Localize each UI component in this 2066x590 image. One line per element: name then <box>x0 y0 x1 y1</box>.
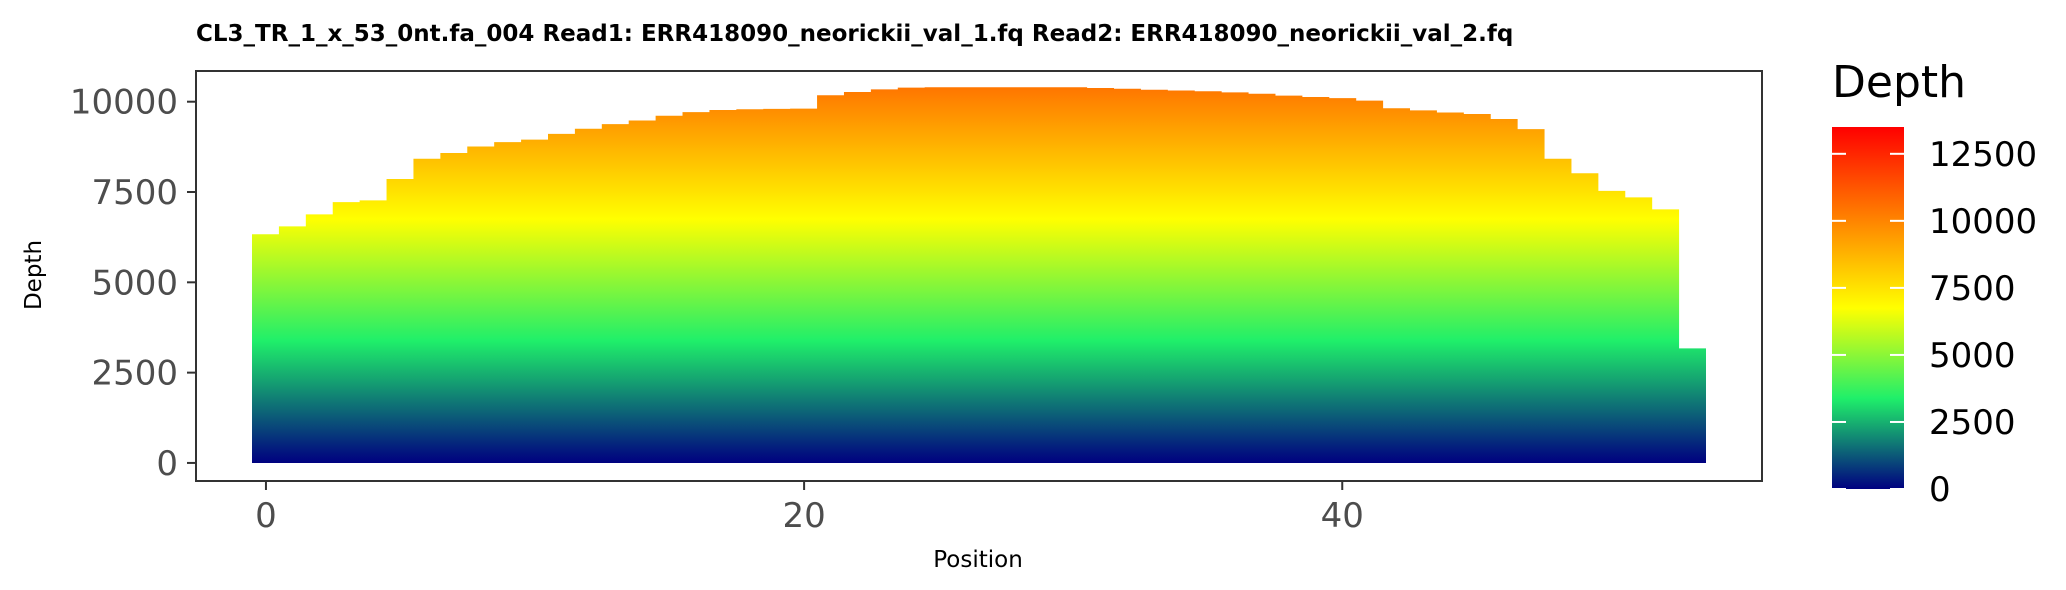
legend-title: Depth <box>1832 57 1966 108</box>
bars-gradient-fill <box>252 87 1706 463</box>
y-tick-label: 7500 <box>91 173 178 213</box>
x-tick-label: 40 <box>1321 496 1364 536</box>
legend-tick-label: 10000 <box>1929 202 2037 242</box>
y-axis-title: Depth <box>21 240 47 310</box>
legend-ticks: 0 2500 5000 7500 10000 12500 <box>1832 135 2037 510</box>
y-tick-label: 0 <box>156 444 178 484</box>
legend-colorbar <box>1832 127 1904 489</box>
legend-tick-label: 7500 <box>1929 269 2016 309</box>
plot-area <box>195 70 1763 482</box>
x-tick-label: 20 <box>782 496 825 536</box>
y-tick-label: 10000 <box>70 83 178 123</box>
x-axis-title: Position <box>933 547 1023 573</box>
legend-tick-label: 12500 <box>1929 135 2037 175</box>
y-tick-label: 5000 <box>91 263 178 303</box>
y-tick-label: 2500 <box>91 354 178 394</box>
x-axis: 0 20 40 <box>255 481 1364 536</box>
legend-tick-label: 2500 <box>1929 403 2016 443</box>
legend-tick-label: 0 <box>1929 470 1951 510</box>
y-axis: 0 2500 5000 7500 10000 <box>70 83 196 484</box>
color-legend: Depth 0 2500 5000 7500 10000 12500 <box>1832 57 2037 510</box>
chart-title: CL3_TR_1_x_53_0nt.fa_004 Read1: ERR41809… <box>196 21 1513 47</box>
panel-border <box>195 70 1763 482</box>
x-tick-label: 0 <box>255 496 277 536</box>
legend-tick-label: 5000 <box>1929 336 2016 376</box>
